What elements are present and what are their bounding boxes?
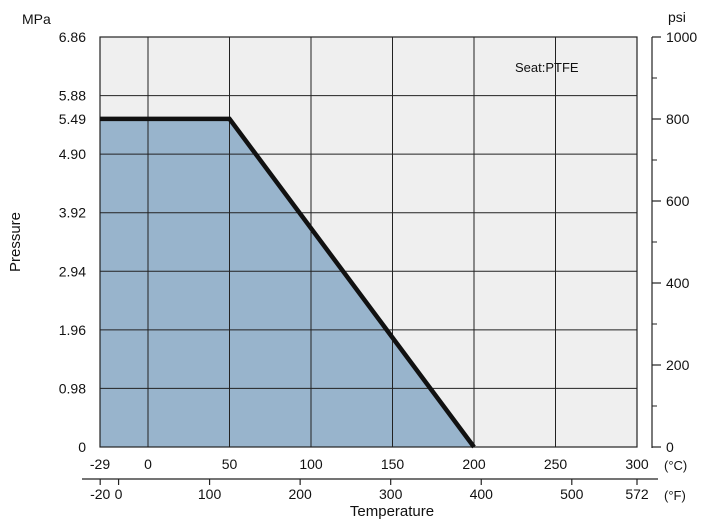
left-tick-label: 0.98 (59, 380, 86, 396)
left-tick-label: 4.90 (59, 146, 86, 162)
safe-operating-area (100, 118, 474, 448)
left-tick-label: 3.92 (59, 205, 86, 221)
seat-annotation: Seat:PTFE (515, 60, 579, 75)
right-axis-unit: psi (668, 9, 686, 25)
plot-frame (99, 36, 638, 448)
left-tick-label: 1.96 (59, 322, 86, 338)
left-tick-label: 5.88 (59, 88, 86, 104)
fahrenheit-tick-label: 572 (625, 486, 649, 502)
right-tick-label: 200 (666, 357, 690, 373)
celsius-tick-label: 150 (381, 456, 405, 472)
fahrenheit-tick-label: 300 (379, 486, 403, 502)
pressure-rating-line (100, 116, 476, 449)
fahrenheit-tick-label: -20 (90, 486, 110, 502)
left-tick-label: 2.94 (59, 263, 86, 279)
right-tick-label: 400 (666, 275, 690, 291)
celsius-tick-label: 200 (462, 456, 486, 472)
left-axis: 0 0.98 1.96 2.94 3.92 4.90 5.49 5.88 6.86 (59, 29, 86, 455)
left-axis-title: Pressure (7, 212, 24, 272)
x-axis-celsius: -29 0 50 100 150 200 250 300 (90, 456, 649, 472)
celsius-tick-label: 0 (144, 456, 152, 472)
left-tick-label: 6.86 (59, 29, 86, 45)
right-tick-label: 0 (666, 439, 674, 455)
right-axis: 0 200 400 600 800 1000 (651, 29, 697, 455)
right-tick-label: 600 (666, 193, 690, 209)
celsius-tick-label: 300 (625, 456, 649, 472)
celsius-tick-label: 50 (222, 456, 238, 472)
celsius-unit-label: (°C) (664, 458, 687, 473)
right-tick-label: 800 (666, 111, 690, 127)
grid (99, 36, 638, 448)
fahrenheit-tick-label: 100 (198, 486, 222, 502)
fahrenheit-tick-label: 400 (470, 486, 494, 502)
celsius-tick-label: 100 (299, 456, 323, 472)
left-tick-label: 0 (78, 439, 86, 455)
celsius-tick-label: 250 (544, 456, 568, 472)
left-tick-label: 5.49 (59, 111, 86, 127)
right-tick-label: 1000 (666, 29, 697, 45)
fahrenheit-tick-label: 500 (560, 486, 584, 502)
x-axis-title: Temperature (350, 503, 434, 520)
fahrenheit-tick-label: 0 (115, 486, 123, 502)
left-axis-unit: MPa (22, 11, 51, 27)
celsius-tick-label: -29 (90, 456, 110, 472)
x-axis-fahrenheit: -20 0 100 200 300 400 500 572 (82, 478, 658, 502)
fahrenheit-tick-label: 200 (288, 486, 312, 502)
fahrenheit-unit-label: (°F) (664, 488, 686, 503)
